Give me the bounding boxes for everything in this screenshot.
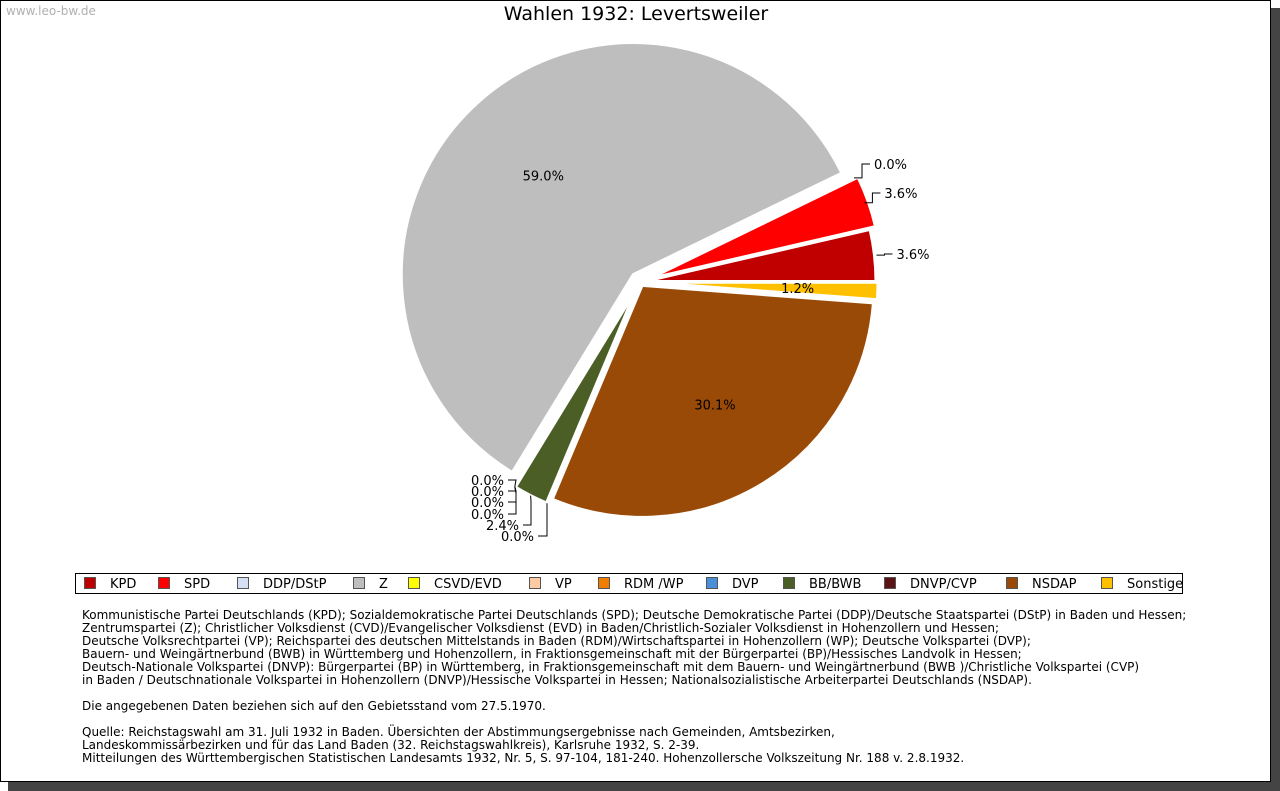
legend-item-bb-bwb: BB/BWB — [783, 577, 862, 592]
legend-label: NSDAP — [1032, 577, 1077, 592]
notes-parties-line: Bauern- und Weingärtnerbund (BWB) in Wür… — [82, 647, 1022, 661]
data-label-bb-bwb: 2.4% — [486, 519, 519, 534]
watermark: www.leo-bw.de — [6, 4, 96, 18]
legend-item-sonstige: Sonstige — [1101, 577, 1184, 592]
leader-line-kpd — [876, 253, 893, 256]
legend-swatch — [598, 577, 610, 589]
leader-line-csvd-evd — [508, 479, 517, 487]
notes-parties-line: Kommunistische Partei Deutschlands (KPD)… — [82, 608, 1187, 622]
legend-label: SPD — [184, 577, 211, 592]
legend-item-rdm-wp: RDM /WP — [598, 577, 684, 592]
legend-label: DDP/DStP — [263, 577, 327, 592]
legend-item-z: Z — [353, 577, 388, 592]
notes-parties-line: Deutsch-Nationale Volkspartei (DNVP): Bü… — [82, 660, 1140, 674]
frame-shadow-right — [1271, 8, 1280, 791]
legend-item-vp: VP — [529, 577, 572, 592]
legend-item-spd: SPD — [158, 577, 211, 592]
notes-source-line: Landeskommissärbezirken und für das Land… — [82, 738, 700, 752]
notes-source-line: Quelle: Reichstagswahl am 31. Juli 1932 … — [82, 725, 835, 739]
leader-line-dnvp-cvp — [538, 503, 548, 537]
notes: Kommunistische Partei Deutschlands (KPD)… — [82, 609, 1262, 765]
pie-slice-sonstige — [645, 280, 880, 302]
legend-swatch — [84, 577, 96, 589]
legend-swatch — [783, 577, 795, 589]
data-label-z: 59.0% — [523, 170, 564, 185]
data-label-dnvp-cvp: 0.0% — [501, 530, 534, 545]
legend-item-dvp: DVP — [706, 577, 759, 592]
legend-item-dnvp-cvp: DNVP/CVP — [884, 577, 977, 592]
data-label-kpd: 3.6% — [896, 248, 929, 263]
legend-swatch — [706, 577, 718, 589]
frame-shadow-bottom — [8, 782, 1280, 791]
legend-label: DVP — [732, 577, 759, 592]
legend-swatch — [1006, 577, 1018, 589]
legend-swatch — [158, 577, 170, 589]
pie-slice-spd — [648, 175, 878, 281]
data-label-nsdap: 30.1% — [694, 399, 735, 414]
chart-title: Wahlen 1932: Levertsweiler — [503, 3, 769, 25]
legend-item-kpd: KPD — [84, 577, 137, 592]
data-label-dvp: 0.0% — [471, 508, 504, 523]
legend-label: KPD — [110, 577, 137, 592]
pie-slice-nsdap — [550, 283, 876, 519]
notes-source-line: Mitteilungen des Württembergischen Stati… — [82, 751, 965, 765]
data-label-ddp-dstp: 0.0% — [874, 158, 907, 173]
legend-swatch — [353, 577, 365, 589]
legend-swatch — [237, 577, 249, 589]
data-label-spd: 3.6% — [884, 187, 917, 202]
leader-line-dvp — [508, 486, 517, 515]
leader-line-spd — [864, 192, 881, 204]
legend-swatch — [408, 577, 420, 589]
leader-line-bb-bwb — [523, 495, 532, 526]
legend: KPD SPD DDP/DStP Z CSVD/EVD VP RDM /WP DVP BB/BW… — [75, 573, 1183, 594]
legend-label: DNVP/CVP — [910, 577, 977, 592]
data-label-vp: 0.0% — [471, 485, 504, 500]
notes-parties-line: Deutsche Volksrechtpartei (VP); Reichspa… — [82, 634, 1031, 648]
legend-swatch — [529, 577, 541, 589]
notes-parties-line: in Baden / Deutschnationale Volkspartei … — [82, 673, 1032, 687]
legend-item-ddp-dstp: DDP/DStP — [237, 577, 327, 592]
legend-item-nsdap: NSDAP — [1006, 577, 1077, 592]
legend-swatch — [884, 577, 896, 589]
legend-label: VP — [555, 577, 572, 592]
pie-chart: 59.0%30.1%1.2%0.0%3.6%3.6%0.0%0.0%0.0%0.… — [399, 41, 930, 545]
legend-label: Z — [379, 577, 388, 592]
notes-parties-line: Zentrumspartei (Z); Christlicher Volksdi… — [82, 621, 1000, 635]
legend-swatch — [1101, 577, 1113, 589]
legend-label: CSVD/EVD — [434, 577, 502, 592]
data-label-sonstige: 1.2% — [781, 282, 814, 297]
notes-territory: Die angegebenen Daten beziehen sich auf … — [82, 699, 546, 713]
legend-item-csvd-evd: CSVD/EVD — [408, 577, 502, 592]
data-label-rdm-wp: 0.0% — [471, 496, 504, 511]
data-label-csvd-evd: 0.0% — [471, 474, 504, 489]
pie-slice-z — [399, 41, 844, 475]
legend-label: RDM /WP — [624, 577, 684, 592]
legend-label: BB/BWB — [809, 577, 862, 592]
legend-label: Sonstige — [1127, 577, 1184, 592]
leader-line-ddp-dstp — [854, 163, 871, 179]
